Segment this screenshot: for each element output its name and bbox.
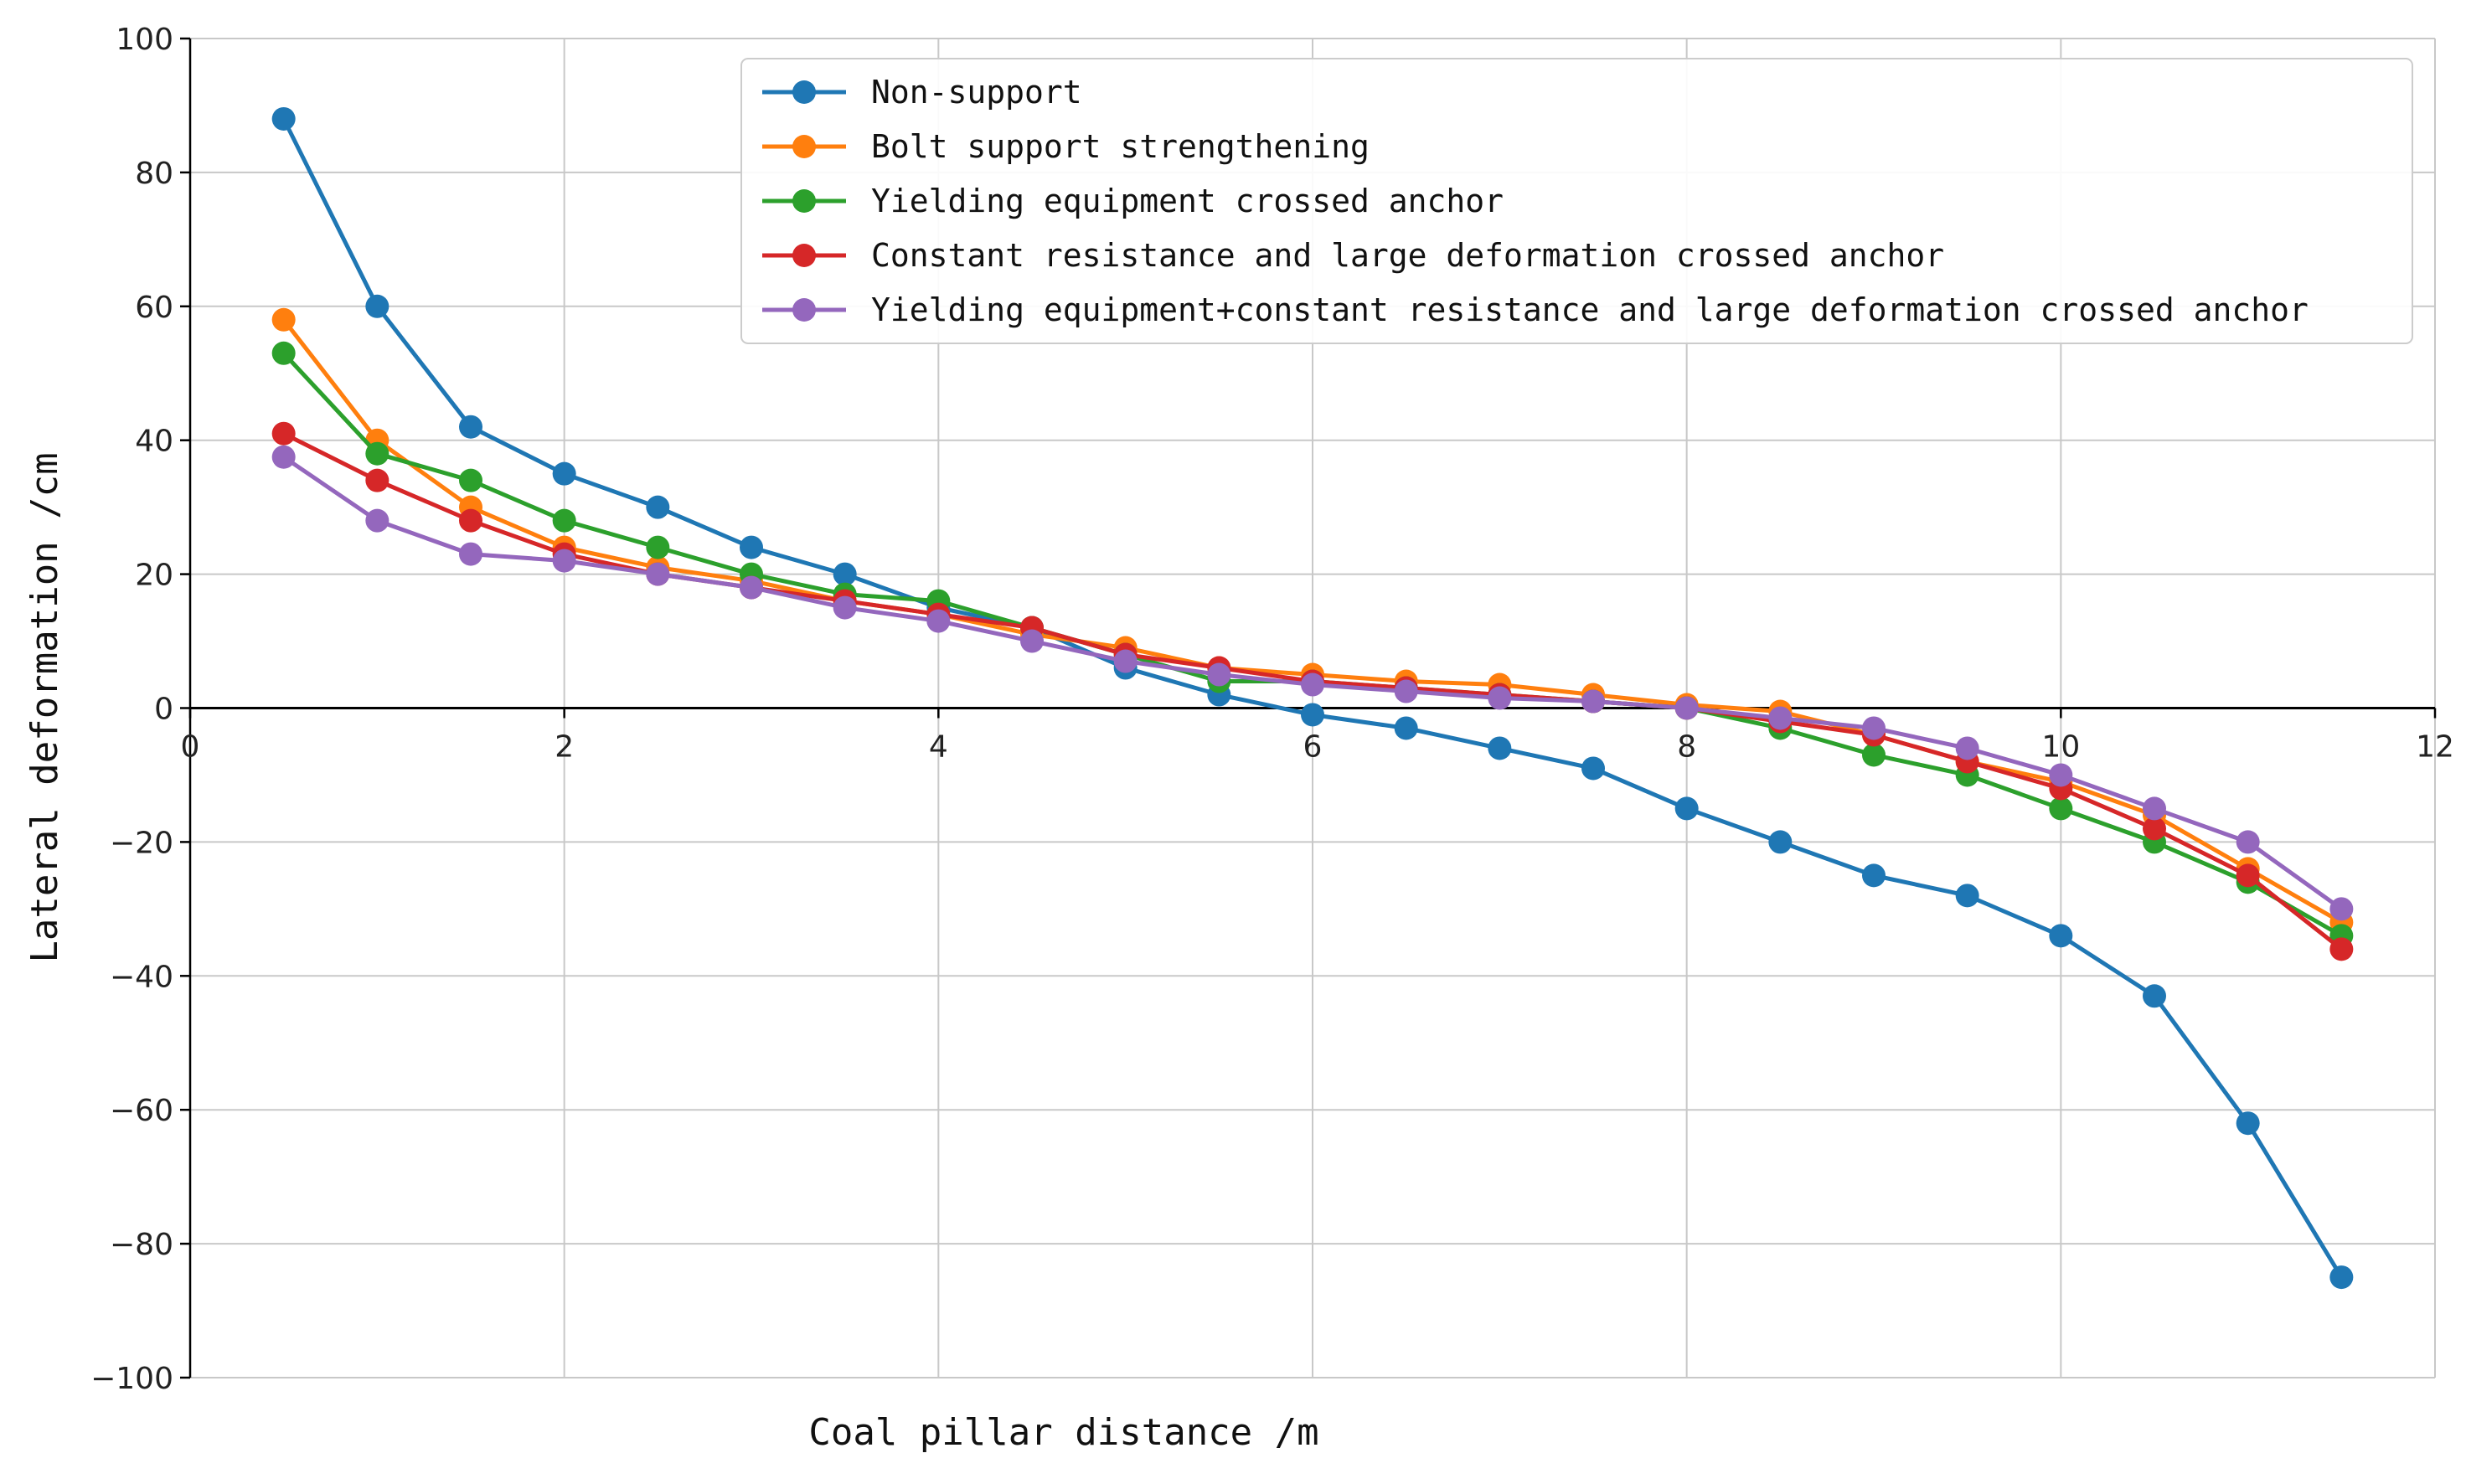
- data-point: [2329, 937, 2354, 961]
- data-point: [2143, 984, 2166, 1008]
- legend-swatch-marker: [792, 298, 816, 322]
- legend-label: Constant resistance and large deformatio…: [871, 237, 1944, 274]
- data-point: [552, 549, 576, 573]
- data-point: [2329, 897, 2354, 921]
- data-point: [2329, 1265, 2354, 1290]
- legend-item: Yielding equipment+constant resistance a…: [762, 291, 2309, 328]
- data-point: [1862, 863, 1886, 888]
- data-point: [365, 294, 390, 318]
- y-tick-label: −20: [110, 826, 173, 860]
- x-tick-label: 10: [2041, 730, 2080, 765]
- data-point: [459, 468, 482, 492]
- data-point: [1768, 830, 1793, 854]
- data-point: [2236, 830, 2260, 854]
- legend-swatch-marker: [792, 189, 816, 213]
- data-point: [459, 415, 482, 439]
- data-point: [740, 575, 763, 600]
- y-tick-label: −80: [110, 1228, 173, 1262]
- data-point: [1862, 716, 1886, 740]
- legend-swatch-marker: [792, 244, 816, 267]
- data-point: [1581, 756, 1605, 781]
- y-tick-label: 100: [116, 23, 173, 57]
- data-point: [833, 562, 857, 586]
- y-tick-label: 20: [135, 559, 173, 593]
- data-point: [459, 542, 482, 566]
- data-point: [1581, 689, 1605, 714]
- data-point: [1862, 743, 1886, 767]
- data-point: [1301, 703, 1324, 727]
- series-layer: [271, 106, 2354, 1290]
- x-tick-label: 12: [2416, 730, 2454, 765]
- x-tick-label: 4: [929, 730, 948, 765]
- legend-swatch-marker: [792, 80, 816, 104]
- x-axis-title: Coal pillar distance /m: [808, 1411, 1318, 1454]
- legend-swatch-marker: [792, 135, 816, 158]
- data-point: [365, 508, 390, 533]
- legend-item: Yielding equipment crossed anchor: [762, 183, 1504, 219]
- y-tick-label: 0: [154, 693, 173, 727]
- data-point: [365, 468, 390, 492]
- data-point: [271, 421, 296, 446]
- data-point: [1488, 686, 1512, 710]
- x-tick-label: 8: [1677, 730, 1696, 765]
- series-5: [271, 445, 2354, 921]
- data-point: [1113, 649, 1138, 673]
- legend-item: Constant resistance and large deformatio…: [762, 237, 1944, 274]
- data-point: [1394, 716, 1418, 740]
- data-point: [1768, 706, 1793, 730]
- x-tick-label: 0: [181, 730, 200, 765]
- data-point: [2236, 1111, 2260, 1136]
- x-tick-label: 6: [1303, 730, 1323, 765]
- data-point: [740, 535, 763, 559]
- data-point: [271, 341, 296, 365]
- legend-item: Non-support: [762, 74, 1082, 111]
- data-point: [365, 441, 390, 466]
- data-point: [646, 562, 670, 586]
- data-point: [552, 461, 576, 486]
- data-point: [1955, 884, 1979, 908]
- data-point: [1674, 796, 1699, 821]
- data-point: [1674, 696, 1699, 720]
- y-tick-label: −60: [110, 1094, 173, 1128]
- data-point: [2143, 817, 2166, 841]
- data-point: [271, 445, 296, 469]
- data-point: [2049, 796, 2073, 821]
- data-point: [833, 595, 857, 620]
- data-point: [646, 535, 670, 559]
- x-tick-label: 2: [555, 730, 574, 765]
- legend-label: Non-support: [871, 74, 1082, 111]
- legend-box: [740, 58, 2413, 344]
- y-tick-label: −100: [90, 1362, 173, 1396]
- y-tick-label: −40: [110, 960, 173, 994]
- data-point: [646, 495, 670, 519]
- legend: Non-support Bolt support strengthening Yie…: [740, 58, 2413, 344]
- y-tick-label: 40: [135, 425, 173, 459]
- legend-label: Yielding equipment+constant resistance a…: [871, 291, 2309, 328]
- legend-label: Yielding equipment crossed anchor: [871, 183, 1504, 219]
- data-point: [1955, 736, 1979, 760]
- data-point: [2236, 863, 2260, 888]
- legend-item: Bolt support strengthening: [762, 128, 1370, 165]
- data-point: [2049, 924, 2073, 948]
- data-point: [2143, 796, 2166, 821]
- legend-label: Bolt support strengthening: [871, 128, 1370, 165]
- y-tick-label: 60: [135, 291, 173, 325]
- data-point: [926, 609, 951, 633]
- data-point: [1207, 662, 1231, 687]
- data-point: [1488, 736, 1512, 760]
- data-point: [271, 307, 296, 332]
- data-point: [459, 508, 482, 533]
- data-point: [271, 106, 296, 131]
- data-point: [1020, 629, 1044, 653]
- data-point: [552, 508, 576, 533]
- axes: −100 −80 −60 −40 −20 0 20 40 60 80 100 0 2 4 6 8 10 12: [90, 23, 2454, 1396]
- y-tick-label: 80: [135, 157, 173, 191]
- data-point: [2049, 763, 2073, 787]
- data-point: [1394, 679, 1418, 703]
- data-point: [1301, 672, 1324, 697]
- y-axis-title: Lateral deformation /cm: [23, 452, 66, 962]
